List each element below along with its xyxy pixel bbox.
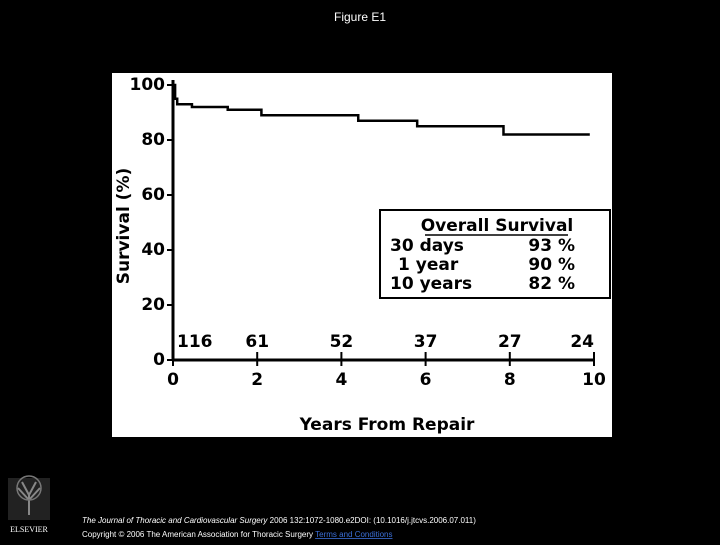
journal: The Journal of Thoracic and Cardiovascul… bbox=[82, 516, 268, 525]
figure-title: Figure E1 bbox=[334, 10, 386, 24]
at-risk-label: 24 bbox=[570, 332, 594, 352]
inset-value: 82 % bbox=[528, 274, 575, 294]
at-risk-label: 37 bbox=[414, 332, 438, 352]
inset-label: 1 year bbox=[398, 255, 459, 275]
survival-curve bbox=[173, 83, 590, 136]
at-risk-label: 116 bbox=[177, 332, 213, 352]
at-risk-label: 52 bbox=[330, 332, 354, 352]
publisher-name: ELSEVIER bbox=[10, 525, 48, 534]
inset-title: Overall Survival bbox=[421, 216, 574, 236]
x-tick-label: 0 bbox=[167, 370, 179, 390]
y-tick-label: 80 bbox=[141, 130, 165, 150]
at-risk-label: 27 bbox=[498, 332, 522, 352]
y-tick-label: 100 bbox=[130, 75, 166, 95]
inset-value: 90 % bbox=[528, 255, 575, 275]
y-tick-label: 0 bbox=[153, 350, 165, 370]
x-axis-label: Years From Repair bbox=[299, 415, 475, 435]
y-axis-label: Survival (%) bbox=[114, 168, 134, 285]
copyright-line: Copyright © 2006 The American Associatio… bbox=[82, 530, 393, 539]
citation: The Journal of Thoracic and Cardiovascul… bbox=[82, 516, 476, 525]
x-tick-label: 2 bbox=[251, 370, 263, 390]
inset-label: 30 days bbox=[390, 236, 464, 256]
at-risk-label: 61 bbox=[245, 332, 269, 352]
y-tick-label: 40 bbox=[141, 240, 165, 260]
citation-detail: 2006 132:1072-1080.e2DOI: (10.1016/j.jtc… bbox=[270, 516, 477, 525]
copyright: Copyright © 2006 The American Associatio… bbox=[82, 530, 313, 539]
publisher-logo bbox=[8, 475, 50, 520]
inset-label: 10 years bbox=[390, 274, 472, 294]
x-tick-label: 8 bbox=[504, 370, 516, 390]
y-tick-label: 20 bbox=[141, 295, 165, 315]
y-tick-label: 60 bbox=[141, 185, 165, 205]
inset-value: 93 % bbox=[528, 236, 575, 256]
x-tick-label: 6 bbox=[420, 370, 432, 390]
terms-link[interactable]: Terms and Conditions bbox=[315, 530, 392, 539]
inset-box bbox=[379, 209, 611, 299]
x-tick-label: 4 bbox=[335, 370, 347, 390]
x-tick-label: 10 bbox=[582, 370, 606, 390]
